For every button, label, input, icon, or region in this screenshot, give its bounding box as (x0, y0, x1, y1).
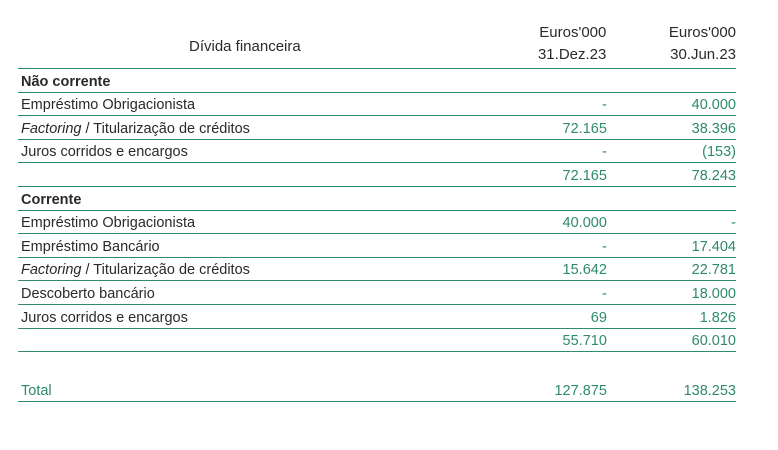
row-label: Empréstimo Obrigacionista (21, 97, 196, 114)
value-jun23: (153) (702, 144, 736, 161)
row-label-rest: / Titularização de créditos (81, 262, 250, 279)
row-label: Juros corridos e encargos (21, 309, 188, 326)
table-row: Empréstimo Obrigacionista 40.000 - (18, 209, 736, 234)
row-label: Empréstimo Bancário (21, 238, 160, 255)
row-label: Factoring / Titularização de créditos (18, 262, 473, 278)
value-dec23: 40.000 (562, 215, 607, 232)
column-header-jun23: Euros'000 30.Jun.23 (608, 22, 736, 66)
financial-debt-table: Dívida financeira Euros'000 31.Dez.23 Eu… (18, 20, 736, 403)
row-label-italic: Factoring (21, 120, 82, 137)
row-label-italic: Factoring (21, 262, 82, 279)
column-unit: Euros'000 (668, 24, 736, 41)
row-label: Descoberto bancário (21, 285, 155, 302)
table-row: Juros corridos e encargos 69 1.826 (18, 303, 736, 328)
column-header-dec23: Euros'000 31.Dez.23 (472, 22, 609, 66)
table-row: Empréstimo Obrigacionista - 40.000 (18, 91, 736, 116)
value-dec23: - (602, 97, 607, 114)
section-title: Não corrente (21, 73, 111, 90)
subtotal-row: 55.710 60.010 (18, 327, 736, 352)
subtotal-row: 72.165 78.243 (18, 162, 736, 186)
section-header-corrente: Corrente (18, 185, 736, 210)
table-row: Descoberto bancário - 18.000 (18, 280, 736, 304)
row-label: Juros corridos e encargos (21, 144, 188, 161)
table-row: Juros corridos e encargos - (153) (18, 138, 736, 163)
table-row: Factoring / Titularização de créditos 15… (18, 256, 736, 281)
section-title: Corrente (21, 191, 82, 208)
subtotal-jun23: 60.010 (691, 333, 736, 350)
value-jun23: 1.826 (699, 309, 736, 326)
row-label: Factoring / Titularização de créditos (18, 121, 473, 137)
total-dec23: 127.875 (554, 383, 607, 400)
value-jun23: - (731, 215, 736, 232)
spacer-divider (18, 351, 736, 376)
subtotal-dec23: 72.165 (562, 167, 607, 184)
table-header: Dívida financeira Euros'000 31.Dez.23 Eu… (18, 20, 736, 68)
value-jun23: 22.781 (691, 262, 736, 279)
section-header-nao-corrente: Não corrente (18, 68, 736, 92)
row-label: Empréstimo Obrigacionista (21, 215, 196, 232)
value-dec23: 69 (590, 309, 607, 326)
row-label-rest: / Titularização de créditos (81, 120, 250, 137)
column-date: 30.Jun.23 (670, 46, 736, 63)
subtotal-dec23: 55.710 (562, 333, 607, 350)
total-label: Total (21, 383, 52, 400)
value-dec23: 72.165 (562, 120, 607, 137)
column-date: 31.Dez.23 (537, 46, 607, 63)
value-dec23: - (602, 285, 607, 302)
value-jun23: 40.000 (691, 97, 736, 114)
value-jun23: 18.000 (691, 285, 736, 302)
total-row: Total 127.875 138.253 (18, 376, 736, 403)
total-jun23: 138.253 (683, 383, 736, 400)
value-dec23: - (602, 144, 607, 161)
value-jun23: 17.404 (691, 238, 736, 255)
value-dec23: - (602, 238, 607, 255)
subtotal-jun23: 78.243 (691, 167, 736, 184)
value-dec23: 15.642 (562, 262, 607, 279)
table-title: Dívida financeira (189, 37, 301, 55)
column-unit: Euros'000 (539, 24, 607, 41)
table-row: Empréstimo Bancário - 17.404 (18, 233, 736, 257)
value-jun23: 38.396 (691, 120, 736, 137)
table-row: Factoring / Titularização de créditos 72… (18, 115, 736, 139)
